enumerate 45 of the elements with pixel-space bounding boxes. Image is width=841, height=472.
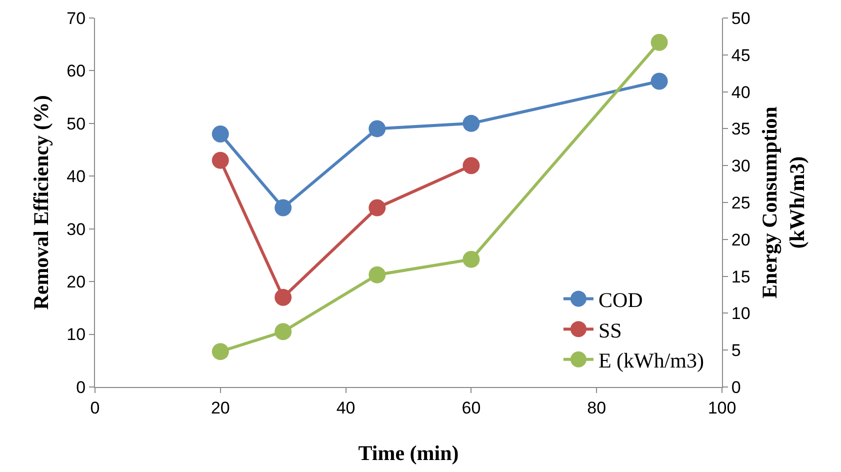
point: [462, 114, 480, 132]
point: [212, 152, 229, 169]
y2-tick-label: 25: [731, 193, 750, 212]
point: [462, 157, 480, 174]
y-tick-label: 50: [66, 114, 86, 134]
legend-label: E (kWh/m3): [598, 348, 704, 373]
y2-tick-label: 5: [731, 341, 741, 360]
point: [650, 34, 668, 51]
x-axis-title: Time (min): [358, 441, 459, 465]
y-tick-label: 60: [66, 62, 86, 81]
y2-tick-label: 45: [731, 46, 750, 65]
point: [274, 323, 292, 340]
y2-tick-label: 20: [731, 230, 750, 250]
y2-tick-label: 0: [731, 378, 741, 397]
y-tick-label: 30: [66, 220, 86, 239]
point: [650, 72, 668, 90]
point: [274, 199, 292, 216]
x-tick-label: 100: [708, 398, 736, 418]
point: [368, 266, 386, 284]
x-tick-label: 20: [210, 398, 230, 418]
point: [368, 199, 386, 216]
point: [212, 125, 229, 142]
y-axis-title: Removal Efficiency (%): [28, 95, 53, 310]
point: [212, 343, 229, 360]
x-tick-label: 80: [587, 398, 606, 418]
y2-tick-label: 50: [731, 8, 750, 28]
legend-label: COD: [598, 288, 643, 312]
y2-tick-label: 10: [731, 304, 750, 324]
y-tick-label: 10: [66, 325, 86, 344]
y-tick-label: 20: [66, 272, 86, 292]
point: [462, 250, 480, 268]
x-tick-label: 40: [336, 398, 356, 418]
x-tick-label: 0: [90, 398, 100, 418]
legend-label: SS: [598, 318, 622, 342]
y2-tick-label: 15: [731, 267, 750, 286]
y2-tick-label: 40: [731, 82, 750, 102]
y-tick-label: 70: [66, 8, 86, 28]
point: [368, 120, 386, 138]
y2-tick-label: 30: [731, 156, 750, 176]
point: [274, 288, 292, 306]
y-tick-label: 40: [66, 167, 86, 186]
y2-tick-label: 35: [731, 120, 750, 139]
x-tick-label: 60: [462, 398, 481, 418]
y-tick-label: 0: [76, 378, 86, 397]
y2-axis-title: Energy Consumption (kWh/m3): [758, 106, 809, 298]
